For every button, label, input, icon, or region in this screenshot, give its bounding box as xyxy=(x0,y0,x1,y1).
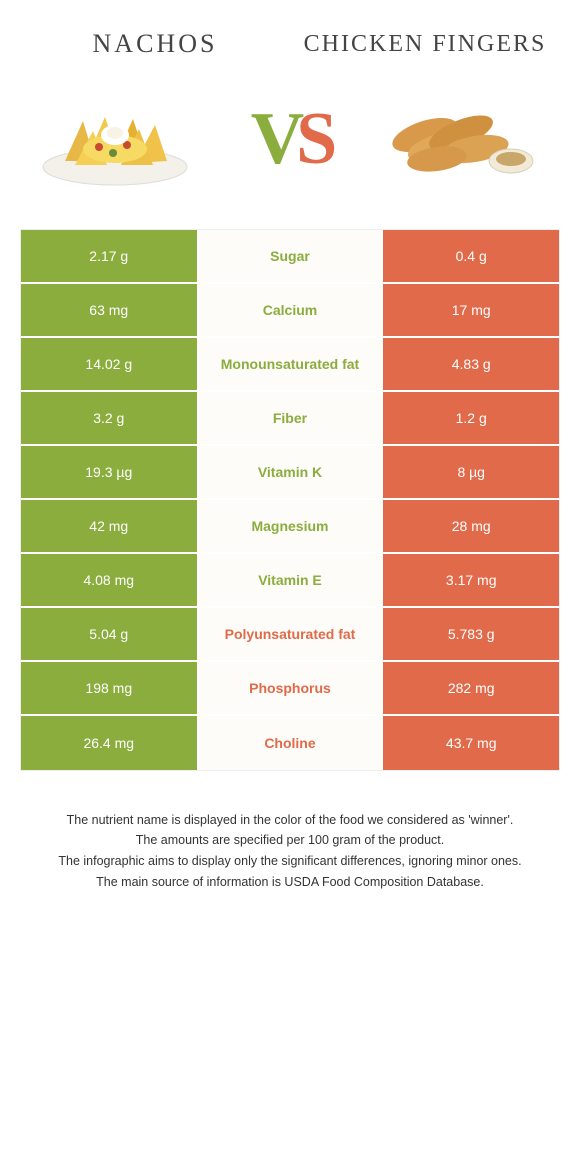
cell-left-value: 5.04 g xyxy=(21,608,199,660)
table-row: 3.2 gFiber1.2 g xyxy=(21,392,559,446)
cell-left-value: 4.08 mg xyxy=(21,554,199,606)
table-row: 5.04 gPolyunsaturated fat5.783 g xyxy=(21,608,559,662)
footer-line: The main source of information is USDA F… xyxy=(40,873,540,892)
table-row: 63 mgCalcium17 mg xyxy=(21,284,559,338)
cell-nutrient-label: Vitamin E xyxy=(199,554,382,606)
vs-s: S xyxy=(296,98,329,180)
table-row: 4.08 mgVitamin E3.17 mg xyxy=(21,554,559,608)
table-row: 2.17 gSugar0.4 g xyxy=(21,230,559,284)
footer-line: The infographic aims to display only the… xyxy=(40,852,540,871)
vs-label: VS xyxy=(251,102,330,176)
cell-right-value: 3.17 mg xyxy=(381,554,559,606)
cell-nutrient-label: Magnesium xyxy=(199,500,382,552)
nachos-image xyxy=(35,89,195,189)
table-row: 19.3 µgVitamin K8 µg xyxy=(21,446,559,500)
title-right: CHICKEN FINGERS xyxy=(290,31,560,57)
footer-line: The amounts are specified per 100 gram o… xyxy=(40,831,540,850)
cell-right-value: 0.4 g xyxy=(381,230,559,282)
table-row: 42 mgMagnesium28 mg xyxy=(21,500,559,554)
nutrient-table: 2.17 gSugar0.4 g63 mgCalcium17 mg14.02 g… xyxy=(20,229,560,771)
cell-left-value: 2.17 g xyxy=(21,230,199,282)
table-row: 14.02 gMonounsaturated fat4.83 g xyxy=(21,338,559,392)
cell-nutrient-label: Monounsaturated fat xyxy=(199,338,382,390)
table-row: 198 mgPhosphorus282 mg xyxy=(21,662,559,716)
cell-left-value: 3.2 g xyxy=(21,392,199,444)
cell-nutrient-label: Polyunsaturated fat xyxy=(199,608,382,660)
cell-nutrient-label: Calcium xyxy=(199,284,382,336)
cell-right-value: 282 mg xyxy=(381,662,559,714)
cell-nutrient-label: Fiber xyxy=(199,392,382,444)
hero-row: VS xyxy=(20,89,560,189)
cell-right-value: 17 mg xyxy=(381,284,559,336)
cell-left-value: 42 mg xyxy=(21,500,199,552)
cell-nutrient-label: Vitamin K xyxy=(199,446,382,498)
cell-right-value: 28 mg xyxy=(381,500,559,552)
cell-left-value: 63 mg xyxy=(21,284,199,336)
vs-v: V xyxy=(251,98,296,180)
footer-notes: The nutrient name is displayed in the co… xyxy=(20,811,560,892)
chicken-fingers-image xyxy=(385,89,545,189)
cell-left-value: 19.3 µg xyxy=(21,446,199,498)
cell-right-value: 4.83 g xyxy=(381,338,559,390)
cell-left-value: 14.02 g xyxy=(21,338,199,390)
cell-left-value: 198 mg xyxy=(21,662,199,714)
cell-nutrient-label: Phosphorus xyxy=(199,662,382,714)
cell-left-value: 26.4 mg xyxy=(21,716,199,770)
cell-right-value: 8 µg xyxy=(381,446,559,498)
titles-row: NACHOS CHICKEN FINGERS xyxy=(20,30,560,59)
title-left: NACHOS xyxy=(20,30,290,59)
cell-right-value: 5.783 g xyxy=(381,608,559,660)
cell-right-value: 1.2 g xyxy=(381,392,559,444)
footer-line: The nutrient name is displayed in the co… xyxy=(40,811,540,830)
cell-right-value: 43.7 mg xyxy=(381,716,559,770)
table-row: 26.4 mgCholine43.7 mg xyxy=(21,716,559,770)
cell-nutrient-label: Sugar xyxy=(199,230,382,282)
cell-nutrient-label: Choline xyxy=(199,716,382,770)
